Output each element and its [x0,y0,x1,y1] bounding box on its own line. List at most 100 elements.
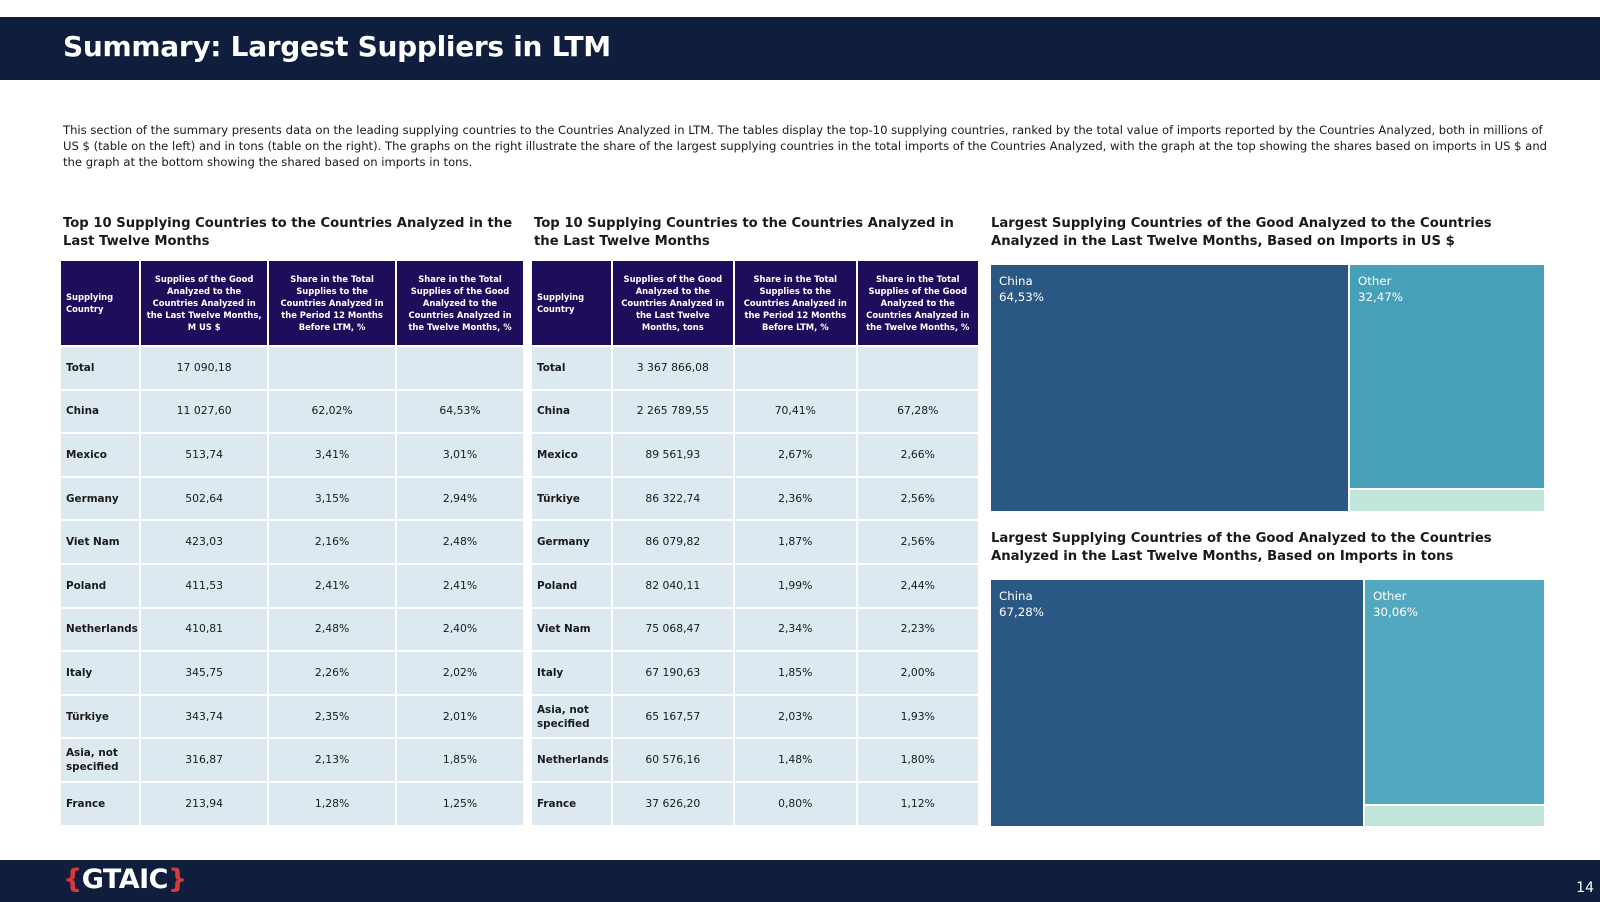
table-row: Asia, not specified 316,87 2,13% 1,85% [61,739,523,781]
value-cell: 2,23% [857,608,978,651]
value-cell: 2,16% [269,521,396,563]
treemap-share: 30,06% [1373,605,1418,619]
value-cell [397,347,523,389]
table-row: Germany 502,64 3,15% 2,94% [61,477,523,520]
table-row: Viet Nam 75 068,47 2,34% 2,23% [532,608,978,651]
treemap-block-remainder [1350,490,1544,511]
treemap-share: 32,47% [1358,290,1403,304]
treemap-label: China [999,589,1033,603]
table-row: Poland 82 040,11 1,99% 2,44% [532,564,978,607]
country-cell: Asia, not specified [61,739,140,781]
table-row: Viet Nam 423,03 2,16% 2,48% [61,521,523,563]
table-row: Italy 345,75 2,26% 2,02% [61,652,523,694]
country-cell: Mexico [61,434,140,476]
treemap-tons-title: Largest Supplying Countries of the Good … [991,531,1492,564]
value-cell: 3 367 866,08 [612,347,734,389]
value-cell: 2,67% [735,434,856,476]
country-cell: Poland [532,564,611,607]
country-cell: Italy [532,652,611,694]
treemap-block-remainder [1365,806,1544,826]
table-row: France 37 626,20 0,80% 1,12% [532,782,978,825]
table-row: China 11 027,60 62,02% 64,53% [61,390,523,433]
value-cell: 2,56% [857,477,978,520]
value-cell: 67 190,63 [612,652,734,694]
value-cell: 2,94% [397,477,523,520]
value-cell: 70,41% [735,390,856,433]
value-cell: 3,01% [397,434,523,476]
value-cell: 1,93% [857,695,978,738]
table-row: Total 17 090,18 [61,347,523,389]
table-row: Total 3 367 866,08 [532,347,978,389]
table-row: France 213,94 1,28% 1,25% [61,782,523,825]
gtaic-logo: {GTAIC} [63,864,187,895]
country-cell: Mexico [532,434,611,476]
value-cell: 410,81 [141,608,268,651]
value-cell: 213,94 [141,782,268,825]
table-tons: Supplying Country Supplies of the Good An… [530,259,980,827]
table-row: Germany 86 079,82 1,87% 2,56% [532,521,978,563]
table-row: Italy 67 190,63 1,85% 2,00% [532,652,978,694]
value-cell: 3,41% [269,434,396,476]
column-header: Share in the Total Supplies to the Count… [735,261,856,345]
table-row: Türkiye 343,74 2,35% 2,01% [61,695,523,738]
country-cell: China [61,390,140,433]
column-header: Supplies of the Good Analyzed to the Cou… [612,261,734,345]
country-cell: Italy [61,652,140,694]
value-cell: 316,87 [141,739,268,781]
country-cell: Netherlands [532,739,611,781]
country-cell: Asia, not specified [532,695,611,738]
value-cell: 2,02% [397,652,523,694]
treemap-share: 67,28% [999,605,1044,619]
value-cell: 2,41% [397,564,523,607]
value-cell: 65 167,57 [612,695,734,738]
value-cell: 411,53 [141,564,268,607]
table-usd-title: Top 10 Supplying Countries to the Countr… [63,216,513,249]
column-header: Supplying Country [61,261,140,345]
treemap-tons: China 67,28% Other 30,06% [991,580,1544,826]
treemap-usd-title: Largest Supplying Countries of the Good … [991,216,1492,249]
table-row: China 2 265 789,55 70,41% 67,28% [532,390,978,433]
table-header-row: Supplying Country Supplies of the Good An… [61,261,523,345]
value-cell: 1,99% [735,564,856,607]
table-row: Netherlands 410,81 2,48% 2,40% [61,608,523,651]
value-cell: 2,13% [269,739,396,781]
country-cell: Germany [61,477,140,520]
treemap-block-china: China 64,53% [991,265,1348,511]
table-row: Mexico 513,74 3,41% 3,01% [61,434,523,476]
column-header: Supplies of the Good Analyzed to the Cou… [141,261,268,345]
value-cell: 2,03% [735,695,856,738]
value-cell: 2,48% [269,608,396,651]
value-cell: 86 322,74 [612,477,734,520]
value-cell: 2,41% [269,564,396,607]
column-header: Supplying Country [532,261,611,345]
country-cell: Viet Nam [532,608,611,651]
page-header: Summary: Largest Suppliers in LTM [0,17,1600,80]
treemap-block-other: Other 30,06% [1365,580,1544,804]
country-cell: Poland [61,564,140,607]
value-cell [857,347,978,389]
table-row: Poland 411,53 2,41% 2,41% [61,564,523,607]
value-cell: 37 626,20 [612,782,734,825]
table-row: Netherlands 60 576,16 1,48% 1,80% [532,739,978,781]
value-cell: 2,26% [269,652,396,694]
value-cell: 64,53% [397,390,523,433]
value-cell: 2,40% [397,608,523,651]
page-title: Summary: Largest Suppliers in LTM [63,30,611,63]
value-cell [735,347,856,389]
country-cell: Total [61,347,140,389]
country-cell: France [532,782,611,825]
table-usd: Supplying Country Supplies of the Good An… [59,259,525,827]
value-cell: 513,74 [141,434,268,476]
value-cell: 2,34% [735,608,856,651]
treemap-share: 64,53% [999,290,1044,304]
value-cell: 82 040,11 [612,564,734,607]
treemap-usd: China 64,53% Other 32,47% [991,265,1544,511]
value-cell: 2,00% [857,652,978,694]
value-cell: 1,85% [735,652,856,694]
value-cell [269,347,396,389]
country-cell: Netherlands [61,608,140,651]
column-header: Share in the Total Supplies of the Good … [397,261,523,345]
treemap-label: Other [1373,589,1407,603]
country-cell: Germany [532,521,611,563]
value-cell: 2,48% [397,521,523,563]
